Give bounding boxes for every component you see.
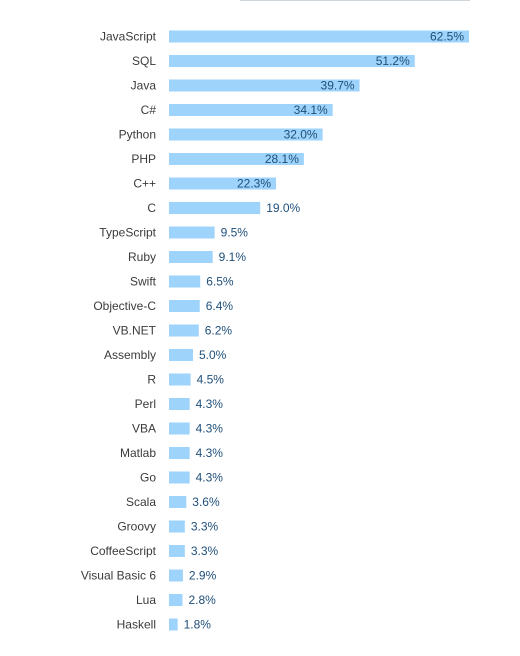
bar: [169, 324, 199, 337]
chart-rows: JavaScript 62.5% SQL 51.2% Java 39.7% C# 34.1% P…: [81, 30, 469, 632]
category-label: Groovy: [117, 520, 156, 534]
value-label: 51.2%: [376, 54, 410, 68]
value-label: 1.8%: [184, 618, 212, 632]
category-label: Objective-C: [93, 299, 156, 313]
value-label: 28.1%: [265, 152, 299, 166]
bar: [169, 373, 191, 386]
value-label: 32.0%: [284, 128, 318, 142]
bar: [169, 471, 190, 484]
value-label: 2.8%: [188, 593, 216, 607]
bar: [169, 349, 193, 361]
bar: [169, 251, 213, 263]
value-label: 2.9%: [189, 569, 217, 583]
value-label: 9.1%: [219, 250, 247, 264]
bar: [169, 275, 201, 288]
bar: [169, 177, 277, 190]
value-label: 4.3%: [196, 422, 224, 436]
bar: [169, 55, 415, 67]
value-label: 62.5%: [430, 30, 464, 44]
category-label: CoffeeScript: [90, 544, 156, 558]
value-label: 9.5%: [221, 226, 249, 240]
category-label: TypeScript: [99, 226, 156, 240]
bar: [169, 398, 190, 410]
bar: [169, 300, 200, 312]
bar: [169, 618, 178, 631]
bar: [169, 496, 187, 508]
bar: [169, 128, 323, 141]
category-label: Scala: [126, 495, 156, 509]
category-label: Python: [119, 128, 156, 142]
category-label: C: [147, 201, 156, 215]
value-label: 39.7%: [321, 79, 355, 93]
value-label: 5.0%: [199, 348, 227, 362]
bar: [169, 226, 215, 239]
bar: [169, 569, 183, 582]
category-label: Java: [131, 79, 157, 93]
value-label: 22.3%: [237, 177, 271, 191]
category-label: Haskell: [117, 618, 156, 632]
category-label: Ruby: [128, 250, 156, 264]
bar: [169, 545, 185, 557]
bar: [169, 447, 190, 459]
value-label: 6.4%: [206, 299, 234, 313]
category-label: Matlab: [120, 446, 156, 460]
category-label: Swift: [130, 275, 157, 289]
category-label: VBA: [132, 422, 156, 436]
category-label: PHP: [131, 152, 156, 166]
category-label: Go: [140, 471, 156, 485]
bar: [169, 104, 333, 116]
value-label: 6.5%: [206, 275, 234, 289]
value-label: 19.0%: [266, 201, 300, 215]
value-label: 4.5%: [197, 373, 225, 387]
value-label: 3.6%: [192, 495, 220, 509]
bar: [169, 202, 261, 214]
category-label: Assembly: [104, 348, 156, 362]
value-label: 4.3%: [196, 471, 224, 485]
category-label: VB.NET: [113, 324, 157, 338]
value-label: 34.1%: [294, 103, 328, 117]
bar: [169, 153, 304, 165]
bar: [169, 594, 183, 606]
value-label: 4.3%: [196, 446, 224, 460]
category-label: JavaScript: [100, 30, 157, 44]
bar: [169, 422, 190, 435]
category-label: Lua: [136, 593, 156, 607]
category-label: R: [147, 373, 156, 387]
value-label: 3.3%: [191, 520, 219, 534]
value-label: 6.2%: [205, 324, 233, 338]
category-label: Perl: [135, 397, 156, 411]
category-label: SQL: [132, 54, 156, 68]
bar: [169, 520, 185, 533]
bar: [169, 30, 469, 43]
value-label: 4.3%: [196, 397, 224, 411]
value-label: 3.3%: [191, 544, 219, 558]
category-label: C#: [141, 103, 157, 117]
category-label: Visual Basic 6: [81, 569, 156, 583]
bar: [169, 79, 360, 92]
category-label: C++: [133, 177, 156, 191]
